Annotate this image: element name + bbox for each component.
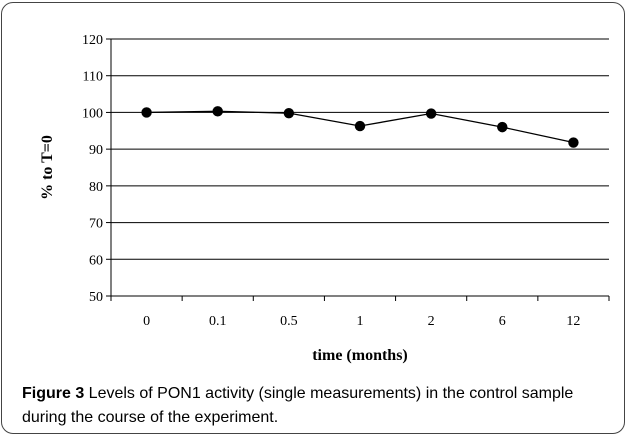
y-tick-label: 110 — [83, 70, 103, 85]
x-tick-label: 0 — [143, 314, 150, 329]
data-point — [354, 120, 366, 132]
gridlines — [111, 38, 609, 260]
x-tick-label: 1 — [357, 314, 364, 329]
data-point — [568, 137, 579, 148]
data-point — [141, 107, 152, 118]
series — [141, 106, 579, 148]
y-tick-label: 80 — [89, 180, 103, 195]
y-tick-label: 120 — [82, 33, 103, 48]
y-tick-label: 50 — [89, 290, 103, 305]
x-tick-label: 2 — [428, 314, 435, 329]
x-tick-label: 0.5 — [280, 314, 298, 329]
y-tick-label: 90 — [89, 143, 103, 158]
caption-text: Levels of PON1 activity (single measurem… — [22, 385, 574, 426]
data-point — [497, 121, 508, 133]
caption-label: Figure 3 — [22, 385, 85, 402]
y-tick-labels: 50 60 70 80 90 100 110 120 — [82, 33, 103, 305]
x-tick-label: 0.1 — [209, 314, 227, 329]
x-tick-labels: 0 0.1 0.5 1 2 6 12 — [143, 314, 580, 329]
data-point — [283, 107, 295, 119]
y-tick-label: 60 — [89, 253, 103, 268]
data-point — [425, 108, 437, 119]
axes — [106, 38, 610, 301]
x-tick-label: 6 — [499, 314, 506, 329]
figure-caption: Figure 3 Levels of PON1 activity (single… — [22, 382, 612, 430]
x-axis-title: time (months) — [312, 347, 408, 364]
x-tick-label: 12 — [566, 314, 580, 329]
y-axis-title: % to T=0 — [39, 135, 56, 200]
y-tick-label: 70 — [89, 217, 103, 232]
y-tick-label: 100 — [82, 106, 103, 121]
data-point — [212, 106, 223, 117]
